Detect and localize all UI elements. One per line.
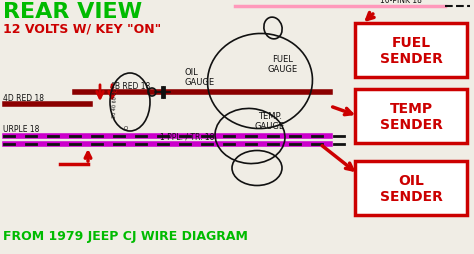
Text: URPLE 18: URPLE 18 <box>3 124 39 133</box>
Text: 20 40 60 80: 20 40 60 80 <box>112 88 118 117</box>
FancyBboxPatch shape <box>355 161 467 215</box>
Text: 4B RED 18: 4B RED 18 <box>110 82 150 91</box>
Text: FUEL
GAUGE: FUEL GAUGE <box>268 55 298 74</box>
Text: OIL
GAUGE: OIL GAUGE <box>185 67 215 87</box>
Text: 12 VOLTS W/ KEY "ON": 12 VOLTS W/ KEY "ON" <box>3 23 161 36</box>
Text: 1 PPL. / TR. 18: 1 PPL. / TR. 18 <box>160 133 214 141</box>
Text: REAR VIEW: REAR VIEW <box>3 2 142 22</box>
Text: O: O <box>124 126 128 131</box>
Text: TEMP.
GAUGE: TEMP. GAUGE <box>255 112 285 131</box>
Text: 4D RED 18: 4D RED 18 <box>3 94 44 103</box>
Text: TEMP
SENDER: TEMP SENDER <box>380 102 442 132</box>
Text: 10-PINK 18: 10-PINK 18 <box>380 0 422 5</box>
Text: FUEL
SENDER: FUEL SENDER <box>380 36 442 66</box>
FancyBboxPatch shape <box>355 90 467 144</box>
FancyBboxPatch shape <box>355 24 467 78</box>
Text: FROM 1979 JEEP CJ WIRE DIAGRAM: FROM 1979 JEEP CJ WIRE DIAGRAM <box>3 229 248 242</box>
Text: OIL
SENDER: OIL SENDER <box>380 173 442 203</box>
